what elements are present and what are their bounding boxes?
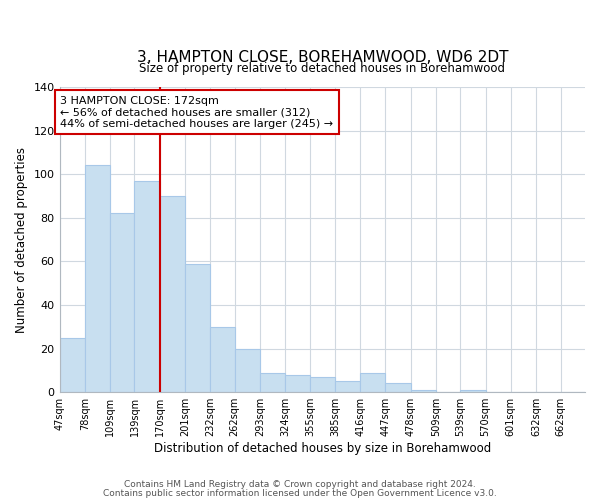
Bar xyxy=(385,384,410,392)
Text: 3 HAMPTON CLOSE: 172sqm
← 56% of detached houses are smaller (312)
44% of semi-d: 3 HAMPTON CLOSE: 172sqm ← 56% of detache… xyxy=(61,96,334,129)
Title: 3, HAMPTON CLOSE, BOREHAMWOOD, WD6 2DT: 3, HAMPTON CLOSE, BOREHAMWOOD, WD6 2DT xyxy=(137,50,508,65)
Bar xyxy=(310,377,335,392)
Bar xyxy=(134,180,160,392)
X-axis label: Distribution of detached houses by size in Borehamwood: Distribution of detached houses by size … xyxy=(154,442,491,455)
Text: Size of property relative to detached houses in Borehamwood: Size of property relative to detached ho… xyxy=(139,62,505,75)
Text: Contains HM Land Registry data © Crown copyright and database right 2024.: Contains HM Land Registry data © Crown c… xyxy=(124,480,476,489)
Bar xyxy=(360,372,385,392)
Bar xyxy=(160,196,185,392)
Bar xyxy=(285,375,310,392)
Bar xyxy=(335,382,360,392)
Y-axis label: Number of detached properties: Number of detached properties xyxy=(15,146,28,332)
Bar xyxy=(260,372,285,392)
Text: Contains public sector information licensed under the Open Government Licence v3: Contains public sector information licen… xyxy=(103,488,497,498)
Bar xyxy=(210,327,235,392)
Bar xyxy=(59,338,85,392)
Bar xyxy=(110,214,134,392)
Bar xyxy=(185,264,210,392)
Bar xyxy=(410,390,436,392)
Bar xyxy=(460,390,485,392)
Bar xyxy=(235,348,260,392)
Bar xyxy=(85,166,110,392)
